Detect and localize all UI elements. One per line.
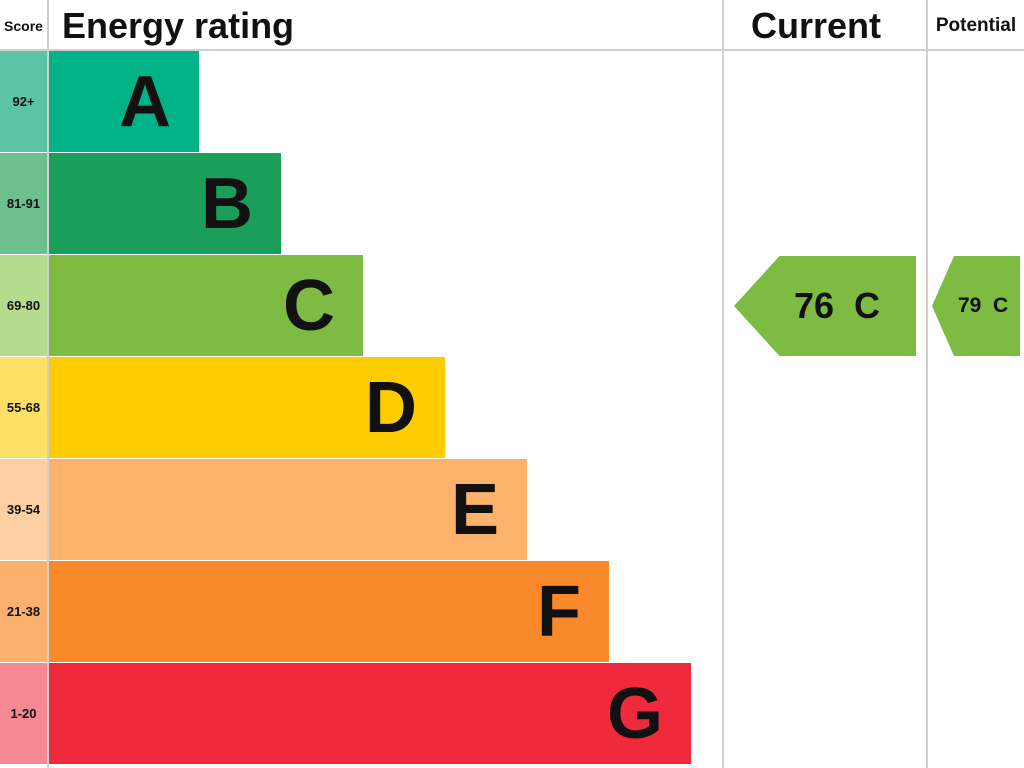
band-letter: F: [537, 571, 581, 652]
potential-rating-label: 79 C: [958, 294, 1009, 317]
band-bar-b: B: [49, 153, 281, 254]
score-range-e: 39-54: [0, 459, 47, 560]
header-potential: Potential: [935, 15, 1017, 36]
band-letter: A: [119, 61, 171, 142]
band-bar-c: C: [49, 255, 363, 356]
band-bar-a: A: [49, 51, 199, 152]
score-range-a: 92+: [0, 51, 47, 152]
divider: [722, 0, 724, 768]
header-energy-rating: Energy rating: [62, 5, 295, 46]
band-letter: G: [606, 673, 663, 754]
score-range-c: 69-80: [0, 255, 47, 356]
band-letter: E: [450, 469, 499, 550]
divider: [0, 49, 1024, 51]
header-score: Score: [4, 18, 43, 34]
current-rating-label: 76 C: [794, 285, 881, 326]
band-letter: D: [365, 367, 417, 448]
band-bar-g: G: [49, 663, 691, 764]
divider: [47, 0, 49, 768]
score-range-g: 1-20: [0, 663, 47, 764]
score-range-f: 21-38: [0, 561, 47, 662]
band-bar-f: F: [49, 561, 609, 662]
score-range-d: 55-68: [0, 357, 47, 458]
band-bar-e: E: [49, 459, 527, 560]
band-bar-d: D: [49, 357, 445, 458]
band-letter: C: [283, 265, 335, 346]
header-current: Current: [751, 5, 882, 46]
divider: [926, 0, 928, 768]
band-letter: B: [201, 163, 253, 244]
potential-rating-arrow: 79 C: [932, 256, 1020, 356]
score-range-b: 81-91: [0, 153, 47, 254]
current-rating-arrow: 76 C: [734, 256, 916, 356]
